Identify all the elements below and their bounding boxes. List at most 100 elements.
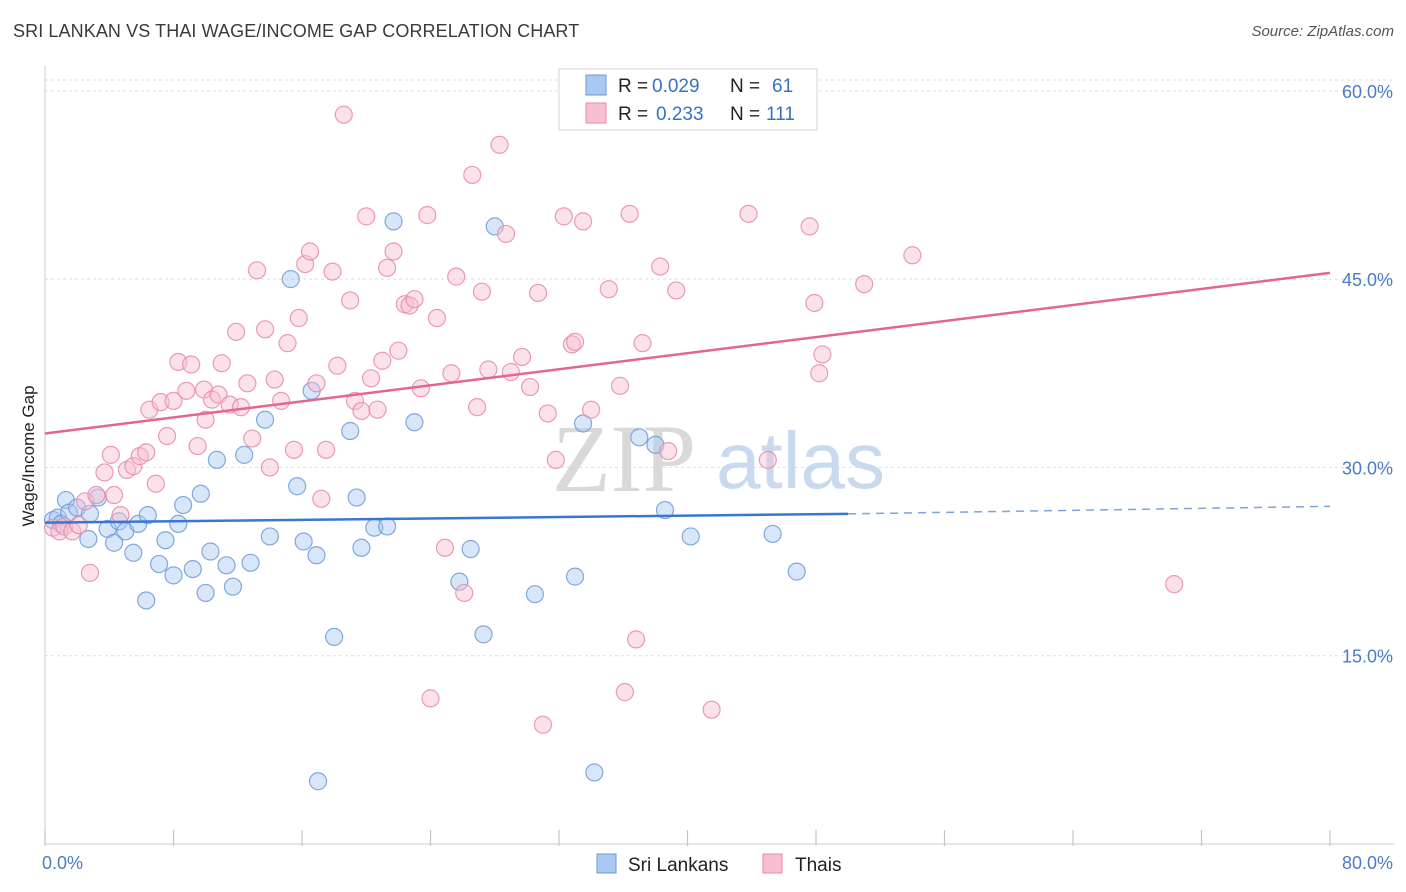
thai-point-92 xyxy=(615,683,634,702)
thai-point-58 xyxy=(378,258,397,277)
thai-point-56 xyxy=(368,400,387,419)
thai-point-40 xyxy=(278,334,297,353)
sri-lankan-point-33 xyxy=(281,270,300,289)
thai-point-6 xyxy=(80,563,100,582)
thai-point-88 xyxy=(573,212,593,231)
thai-point-51 xyxy=(341,291,360,310)
thai-point-67 xyxy=(427,308,447,328)
thai-point-99 xyxy=(702,700,721,719)
thai-point-55 xyxy=(361,369,381,388)
thai-point-108 xyxy=(1165,575,1184,594)
sri-lankan-point-51 xyxy=(565,567,585,586)
thai-point-89 xyxy=(582,400,601,419)
thai-point-85 xyxy=(554,207,573,226)
y-tick-label-3: 60.0% xyxy=(1342,82,1393,102)
sri-lankan-point-59 xyxy=(308,772,328,791)
sri-lankan-point-41 xyxy=(352,538,371,557)
thai-point-75 xyxy=(479,360,498,379)
thai-point-104 xyxy=(810,364,829,383)
thai-point-29 xyxy=(212,354,231,373)
thai-point-4 xyxy=(69,516,88,535)
y-tick-label-1: 30.0% xyxy=(1342,458,1393,478)
y-axis-label: Wage/Income Gap xyxy=(19,385,38,526)
sri-lankan-point-38 xyxy=(325,627,344,646)
sri-lankan-point-30 xyxy=(241,553,260,572)
thai-point-41 xyxy=(284,440,304,459)
legend-r-label-0: R = xyxy=(618,76,648,97)
thai-point-65 xyxy=(418,206,437,225)
thai-point-84 xyxy=(546,450,565,469)
thai-point-93 xyxy=(620,204,639,223)
sri-lankan-point-31 xyxy=(255,410,275,429)
sri-lankan-point-58 xyxy=(787,562,806,581)
thai-point-5 xyxy=(76,492,95,511)
sri-lankan-point-24 xyxy=(196,583,215,603)
thai-point-9 xyxy=(101,445,120,464)
watermark: ZIP atlas xyxy=(552,405,885,512)
thai-point-39 xyxy=(272,391,291,410)
legend-swatch-thais xyxy=(585,102,607,124)
thai-point-101 xyxy=(758,450,777,469)
chart-title: SRI LANKAN VS THAI WAGE/INCOME GAP CORRE… xyxy=(13,21,580,41)
thai-point-102 xyxy=(800,217,819,236)
thai-point-106 xyxy=(855,275,874,294)
thai-point-34 xyxy=(243,429,262,448)
sri-lankan-point-37 xyxy=(307,546,326,565)
y-tick-labels: 15.0% 30.0% 45.0% 60.0% xyxy=(1342,82,1393,667)
thai-point-54 xyxy=(357,207,376,226)
thai-point-100 xyxy=(739,204,758,223)
bottom-legend-swatch-thais xyxy=(762,853,783,874)
thai-point-77 xyxy=(496,224,516,244)
thai-point-94 xyxy=(626,630,646,649)
thai-point-87 xyxy=(565,332,585,351)
thai-point-47 xyxy=(316,440,336,459)
series-sri-lankans-points xyxy=(43,212,806,791)
sri-lankan-point-23 xyxy=(191,484,210,503)
sri-lankan-point-15 xyxy=(138,506,157,525)
thai-point-105 xyxy=(813,345,832,364)
thai-point-72 xyxy=(463,165,482,185)
sri-lankan-point-56 xyxy=(681,527,700,546)
x-tick-label-max: 80.0% xyxy=(1342,853,1393,873)
thai-point-38 xyxy=(265,370,284,389)
thai-point-90 xyxy=(599,280,618,299)
trend-line-sri-lankans-extension xyxy=(848,505,1331,515)
sri-lankan-point-45 xyxy=(405,413,424,432)
thai-point-86 xyxy=(562,335,581,354)
thai-point-59 xyxy=(384,242,403,261)
thai-point-7 xyxy=(87,485,106,505)
sri-lankan-point-35 xyxy=(294,532,313,551)
sri-lankan-point-29 xyxy=(235,445,254,464)
sri-lankan-point-47 xyxy=(461,539,480,559)
bottom-legend-label-sri-lankans: Sri Lankans xyxy=(628,855,728,876)
thai-point-53 xyxy=(352,401,371,421)
sri-lankan-point-34 xyxy=(288,477,307,496)
thai-point-69 xyxy=(442,364,461,383)
legend-n-value-0: 61 xyxy=(772,76,793,97)
thai-point-52 xyxy=(345,391,365,410)
legend-n-label-1: N = xyxy=(730,104,760,125)
legend-r-label-1: R = xyxy=(618,104,648,125)
legend-n-value-1: 111 xyxy=(766,104,795,125)
thai-point-44 xyxy=(300,242,320,261)
thai-point-23 xyxy=(182,355,201,374)
thai-point-15 xyxy=(137,443,156,462)
thai-point-107 xyxy=(903,246,922,265)
thai-point-35 xyxy=(247,261,267,280)
watermark-atlas: atlas xyxy=(716,416,885,505)
thai-point-71 xyxy=(455,583,474,603)
thai-point-79 xyxy=(512,347,532,367)
sri-lankan-point-28 xyxy=(223,577,243,596)
thai-point-46 xyxy=(312,489,331,508)
thai-point-48 xyxy=(323,262,342,281)
sri-lankan-point-39 xyxy=(341,421,360,441)
sri-lankan-point-16 xyxy=(137,591,156,610)
thai-point-80 xyxy=(520,377,540,397)
thai-point-81 xyxy=(529,283,548,303)
x-tick-label-min: 0.0% xyxy=(42,853,83,873)
thai-point-97 xyxy=(659,441,678,461)
thai-point-17 xyxy=(146,474,165,493)
y-tick-label-2: 45.0% xyxy=(1342,270,1393,290)
sri-lankan-point-60 xyxy=(585,763,604,782)
sri-lankan-point-21 xyxy=(174,495,193,515)
